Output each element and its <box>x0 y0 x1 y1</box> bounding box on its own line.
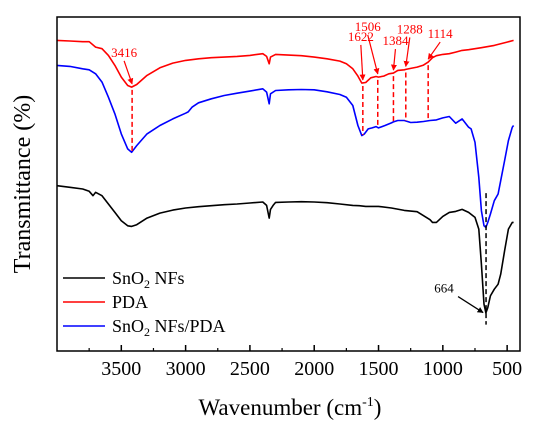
legend-label-subscript: 2 <box>144 325 150 339</box>
x-axis-label-main: Wavenumber (cm <box>199 395 363 420</box>
x-tick-label: 1500 <box>359 358 399 380</box>
peak-label: 664 <box>434 281 454 296</box>
legend-label-base: SnO <box>112 316 144 336</box>
x-axis-label-superscript: -1 <box>362 395 374 410</box>
legend-entry-1: PDA <box>63 292 148 312</box>
peak-annotation-1622: 1622 <box>348 29 374 135</box>
y-axis-label: Transmittance (%) <box>10 95 36 273</box>
legend-entry-2: SnO2 NFs/PDA <box>63 316 226 339</box>
peak-annotation-1506: 1506 <box>355 19 382 128</box>
peak-annotation-1114: 1114 <box>427 26 454 121</box>
peak-arrow <box>367 34 380 75</box>
series-line-2 <box>56 64 515 229</box>
x-axis-label-close: ) <box>374 395 382 420</box>
legend-label: SnO2 NFs/PDA <box>112 316 226 339</box>
legend-entry-0: SnO2 NFs <box>63 268 185 291</box>
legend-label-base: SnO <box>112 268 144 288</box>
legend-label-rest: NFs <box>150 268 185 288</box>
legend-label: SnO2 NFs <box>112 268 185 291</box>
series-line-0 <box>56 184 514 314</box>
x-axis-label: Wavenumber (cm-1) <box>199 395 382 420</box>
x-axis: 3500 3000 2500 2000 1500 1000 500 <box>88 345 522 380</box>
peak-label: 1622 <box>348 29 374 44</box>
peak-label: 1384 <box>382 33 409 48</box>
peak-label: 3416 <box>111 45 138 60</box>
plot-frame <box>56 16 521 352</box>
peak-arrow <box>390 49 397 71</box>
peak-arrow <box>457 296 484 314</box>
x-tick-label: 1000 <box>423 358 463 380</box>
peak-arrow <box>427 41 441 60</box>
peak-label: 1506 <box>355 19 382 34</box>
x-tick-label: 2000 <box>294 358 334 380</box>
peak-label: 1114 <box>428 26 454 41</box>
legend-label-subscript: 2 <box>144 277 150 291</box>
peak-annotation-1288: 1288 <box>397 21 423 122</box>
peak-annotation-664: 664 <box>434 193 487 325</box>
peak-arrow <box>359 44 366 81</box>
peak-arrow <box>403 37 411 68</box>
x-tick-label: 500 <box>492 358 522 380</box>
peak-annotation-1384: 1384 <box>382 33 409 122</box>
peak-label: 1288 <box>397 21 423 36</box>
peak-arrow <box>123 60 134 85</box>
x-tick-label: 3000 <box>166 358 206 380</box>
legend-label: PDA <box>112 292 148 312</box>
x-tick-label: 2500 <box>230 358 270 380</box>
x-tick-label: 3500 <box>101 358 141 380</box>
legend-label-rest: NFs/PDA <box>150 316 226 336</box>
peak-annotation-3416: 3416 <box>111 45 138 152</box>
